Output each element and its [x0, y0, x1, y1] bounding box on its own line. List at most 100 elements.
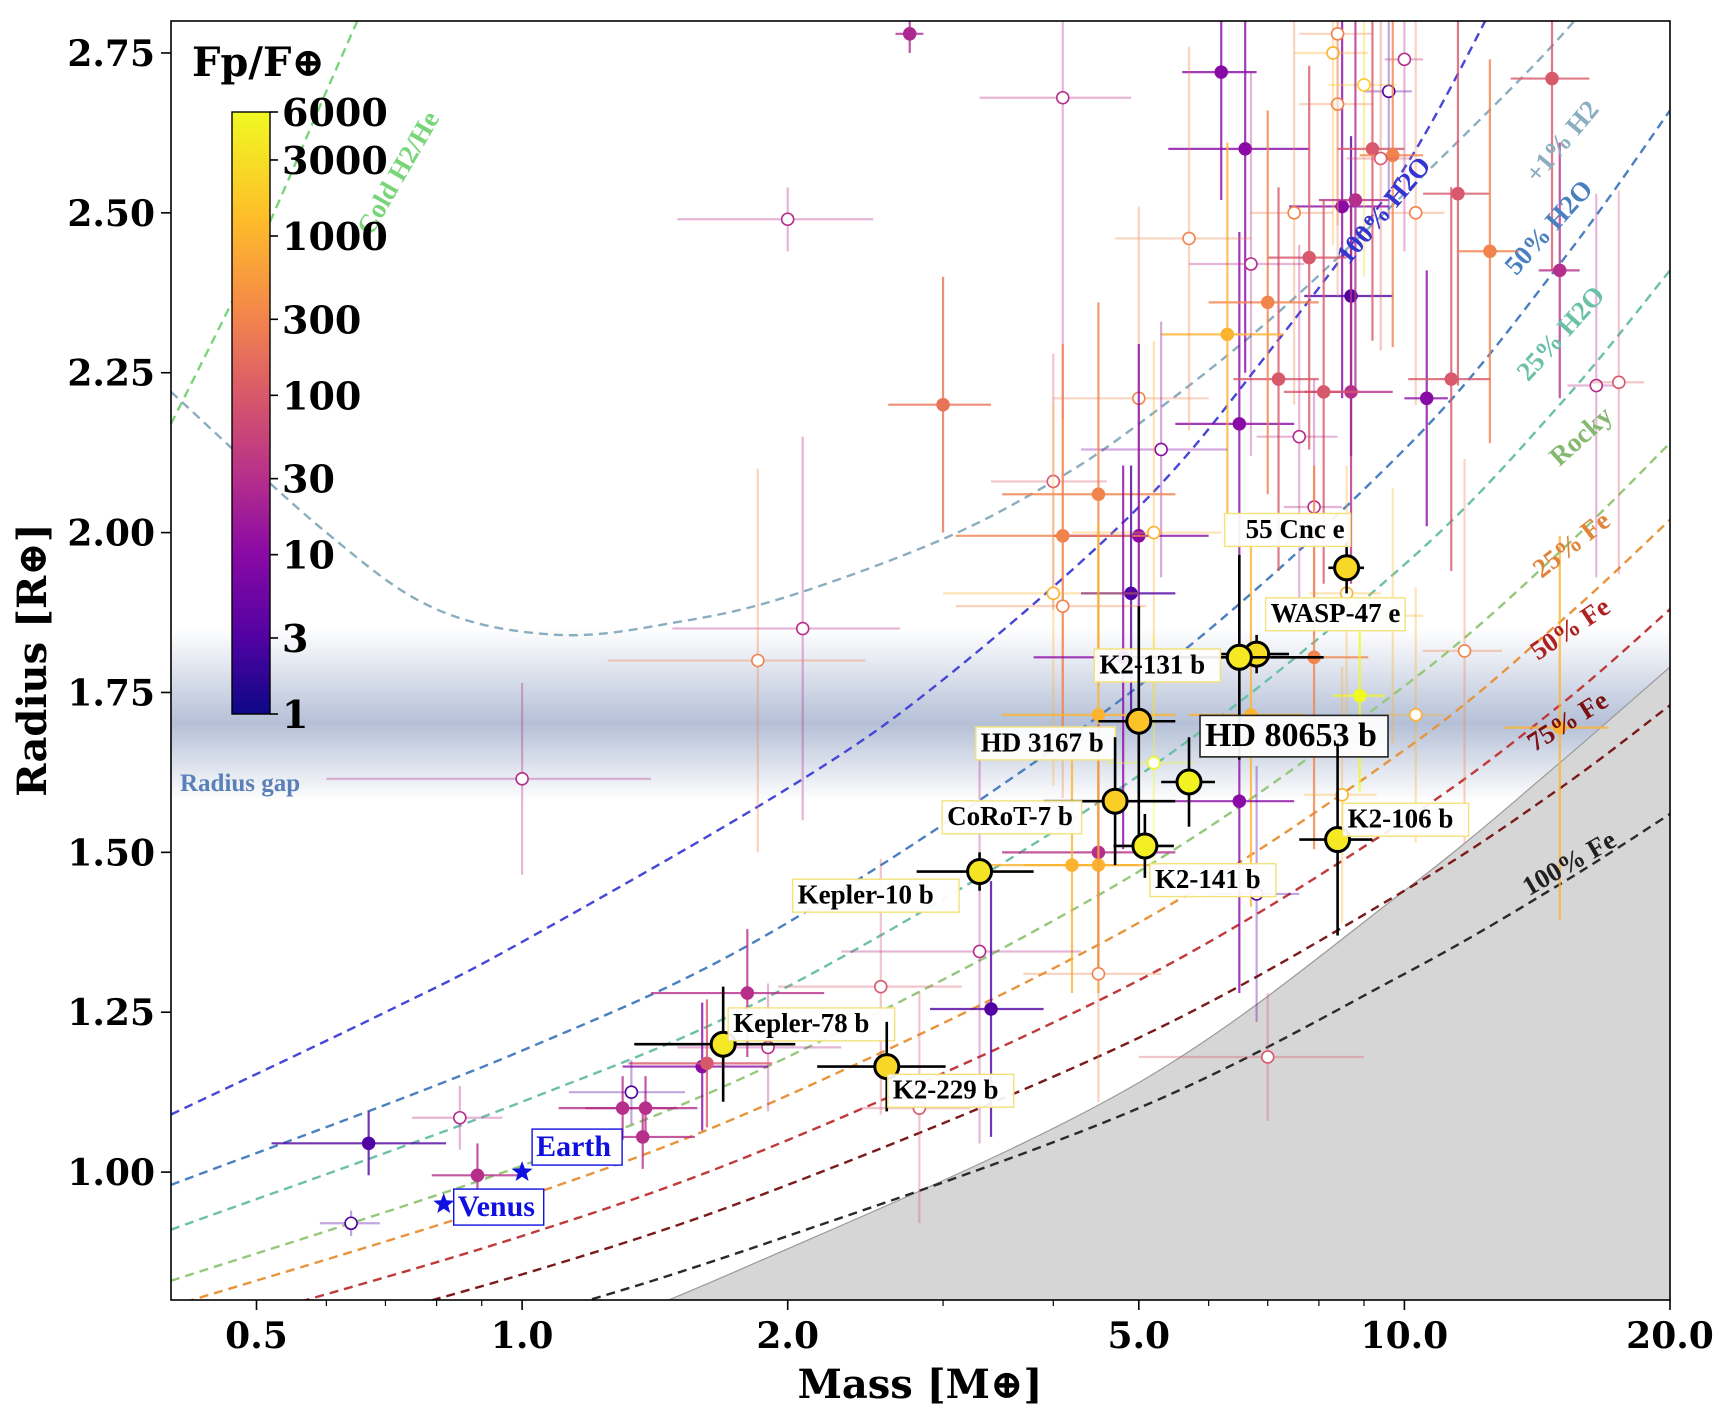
labeled-planet-label-box-2: [1093, 648, 1222, 683]
other-planet-71: [1023, 845, 1162, 1102]
other-planet-marker-24: [1545, 71, 1559, 86]
colorbar-tick-label-5: 300: [282, 297, 361, 342]
other-planet-marker-23: [1483, 244, 1497, 258]
other-planet-marker-44: [1056, 529, 1070, 543]
y-axis-label: Radius [R⊕]: [9, 523, 56, 796]
other-planet-marker-45: [1124, 586, 1138, 601]
x-tick-label-2: 2.0: [756, 1315, 819, 1357]
other-planet-marker-17: [1373, 151, 1388, 166]
x-tick-label-3: 5.0: [1107, 1315, 1170, 1357]
labeled-planet-label-10: K2-229 b: [893, 1075, 999, 1105]
solar-planet-label-1: Venus: [458, 1190, 535, 1223]
other-planet-marker-70: [984, 1002, 998, 1016]
other-planet-26: [1404, 270, 1448, 527]
labeled-planet-label-6: K2-141 b: [1155, 864, 1261, 894]
other-planet-marker-67: [1091, 858, 1106, 872]
labeled-planet-marker-5: [1101, 787, 1129, 815]
other-planet-marker-56: [1352, 688, 1367, 703]
labeled-planet-label-8: Kepler-10 b: [798, 880, 934, 910]
labeled-planet-label-box-6: [1149, 862, 1277, 898]
x-tick-label-1: 1.0: [491, 1315, 554, 1357]
labeled-planet-label-7: K2-106 b: [1348, 804, 1454, 834]
colorbar-tick-label-4: 100: [282, 373, 361, 418]
other-planet-37: [1189, 72, 1305, 456]
other-planet-marker-0: [902, 27, 917, 41]
solar-planet-label-box-1: [453, 1188, 545, 1226]
solar-planet-label-box-0: [531, 1128, 623, 1166]
other-planet-marker-11: [1330, 97, 1345, 111]
other-planet-18: [1318, 21, 1389, 392]
plot-area: 55 Cnc e WASP-47 e K2-131 b HD 3167 b HD 806…: [171, 21, 1670, 1300]
curve-2: [171, 21, 1487, 1116]
other-planet-marker-51: [795, 621, 810, 636]
max-collision-stripping-region: [667, 666, 1670, 1300]
other-planet-marker-18: [1348, 193, 1363, 207]
other-planet-marker-22: [1451, 186, 1465, 201]
colorbar-tick-label-2: 10: [282, 533, 335, 578]
labeled-planet-label-box-5: [941, 800, 1083, 835]
curve-label-3: 50% H2O: [1498, 174, 1598, 280]
other-planet-49: [1309, 465, 1381, 722]
other-planet-marker-21: [1408, 206, 1423, 220]
other-planet-marker-76: [700, 1056, 714, 1071]
curve-3: [171, 109, 1670, 1187]
other-planet-86: [319, 1210, 380, 1237]
labeled-planet-label-box-3: [975, 726, 1117, 761]
other-planet-marker-3: [936, 397, 950, 412]
other-planet-marker-61: [1147, 756, 1161, 770]
labeled-planet-6: [1113, 813, 1174, 878]
other-planet-48: [1283, 379, 1343, 635]
curve-8: [428, 704, 1670, 1300]
x-tick-label-5: 20.0: [1626, 1315, 1714, 1357]
colorbar-tick-label-3: 30: [282, 457, 335, 502]
y-tick-label-0: 1.00: [67, 1152, 155, 1194]
other-planet-marker-47: [1055, 599, 1070, 613]
labeled-planet-7: [1299, 743, 1373, 936]
other-planet-27: [1408, 187, 1490, 571]
y-tick-label-6: 2.50: [67, 193, 155, 235]
labeled-planets: 55 Cnc e WASP-47 e K2-131 b HD 3167 b HD 806…: [634, 512, 1470, 1112]
colorbar-gradient: [231, 111, 271, 715]
radius-gap-label: Radius gap: [180, 770, 300, 797]
other-planet-8: [1304, 136, 1393, 456]
labeled-planet-label-box-1: [1264, 597, 1406, 632]
other-planet-25: [1538, 142, 1580, 399]
other-planet-marker-16: [1385, 148, 1400, 163]
other-planet-marker-20: [1302, 250, 1316, 265]
other-planet-marker-77: [1260, 1050, 1275, 1064]
other-planet-marker-84: [453, 1110, 467, 1125]
curve-0: [171, 21, 359, 425]
other-planet-marker-41: [1091, 487, 1106, 501]
other-planet-6: [1175, 232, 1295, 616]
other-planet-marker-31: [1316, 385, 1331, 399]
labeled-planet-marker-3: [1125, 707, 1153, 735]
other-planet-51: [672, 436, 900, 821]
labeled-planet-label-box-9: [727, 1007, 896, 1042]
other-planet-marker-57: [1408, 708, 1423, 722]
other-planet-13: [1299, 21, 1373, 226]
labeled-planet-9: [634, 986, 796, 1102]
y-tick-label-5: 2.25: [67, 353, 155, 395]
other-planet-46: [943, 401, 1139, 786]
other-planet-marker-13: [1330, 26, 1345, 41]
labeled-planet-10: [817, 1021, 946, 1112]
labeled-planet-4: [1161, 737, 1215, 827]
colorbar-tick-label-1: 3: [282, 616, 308, 661]
other-planet-40: [991, 353, 1107, 610]
other-planet-67: [1023, 737, 1162, 994]
other-planet-marker-81: [624, 1085, 639, 1099]
labeled-planet-0: [1328, 542, 1365, 594]
labeled-planet-label-0: 55 Cnc e: [1246, 514, 1345, 544]
curve-4: [171, 269, 1670, 1231]
other-planet-60: [1504, 535, 1608, 920]
other-planet-marker-46: [1046, 586, 1061, 601]
other-planet-63: [1304, 666, 1377, 923]
other-planet-24: [1510, 21, 1590, 271]
other-planet-77: [1138, 993, 1365, 1121]
labeled-planet-marker-4: [1175, 768, 1203, 796]
other-planet-marker-85: [470, 1168, 485, 1183]
other-planet-marker-29: [1612, 375, 1626, 390]
other-planet-marker-27: [1444, 372, 1458, 386]
